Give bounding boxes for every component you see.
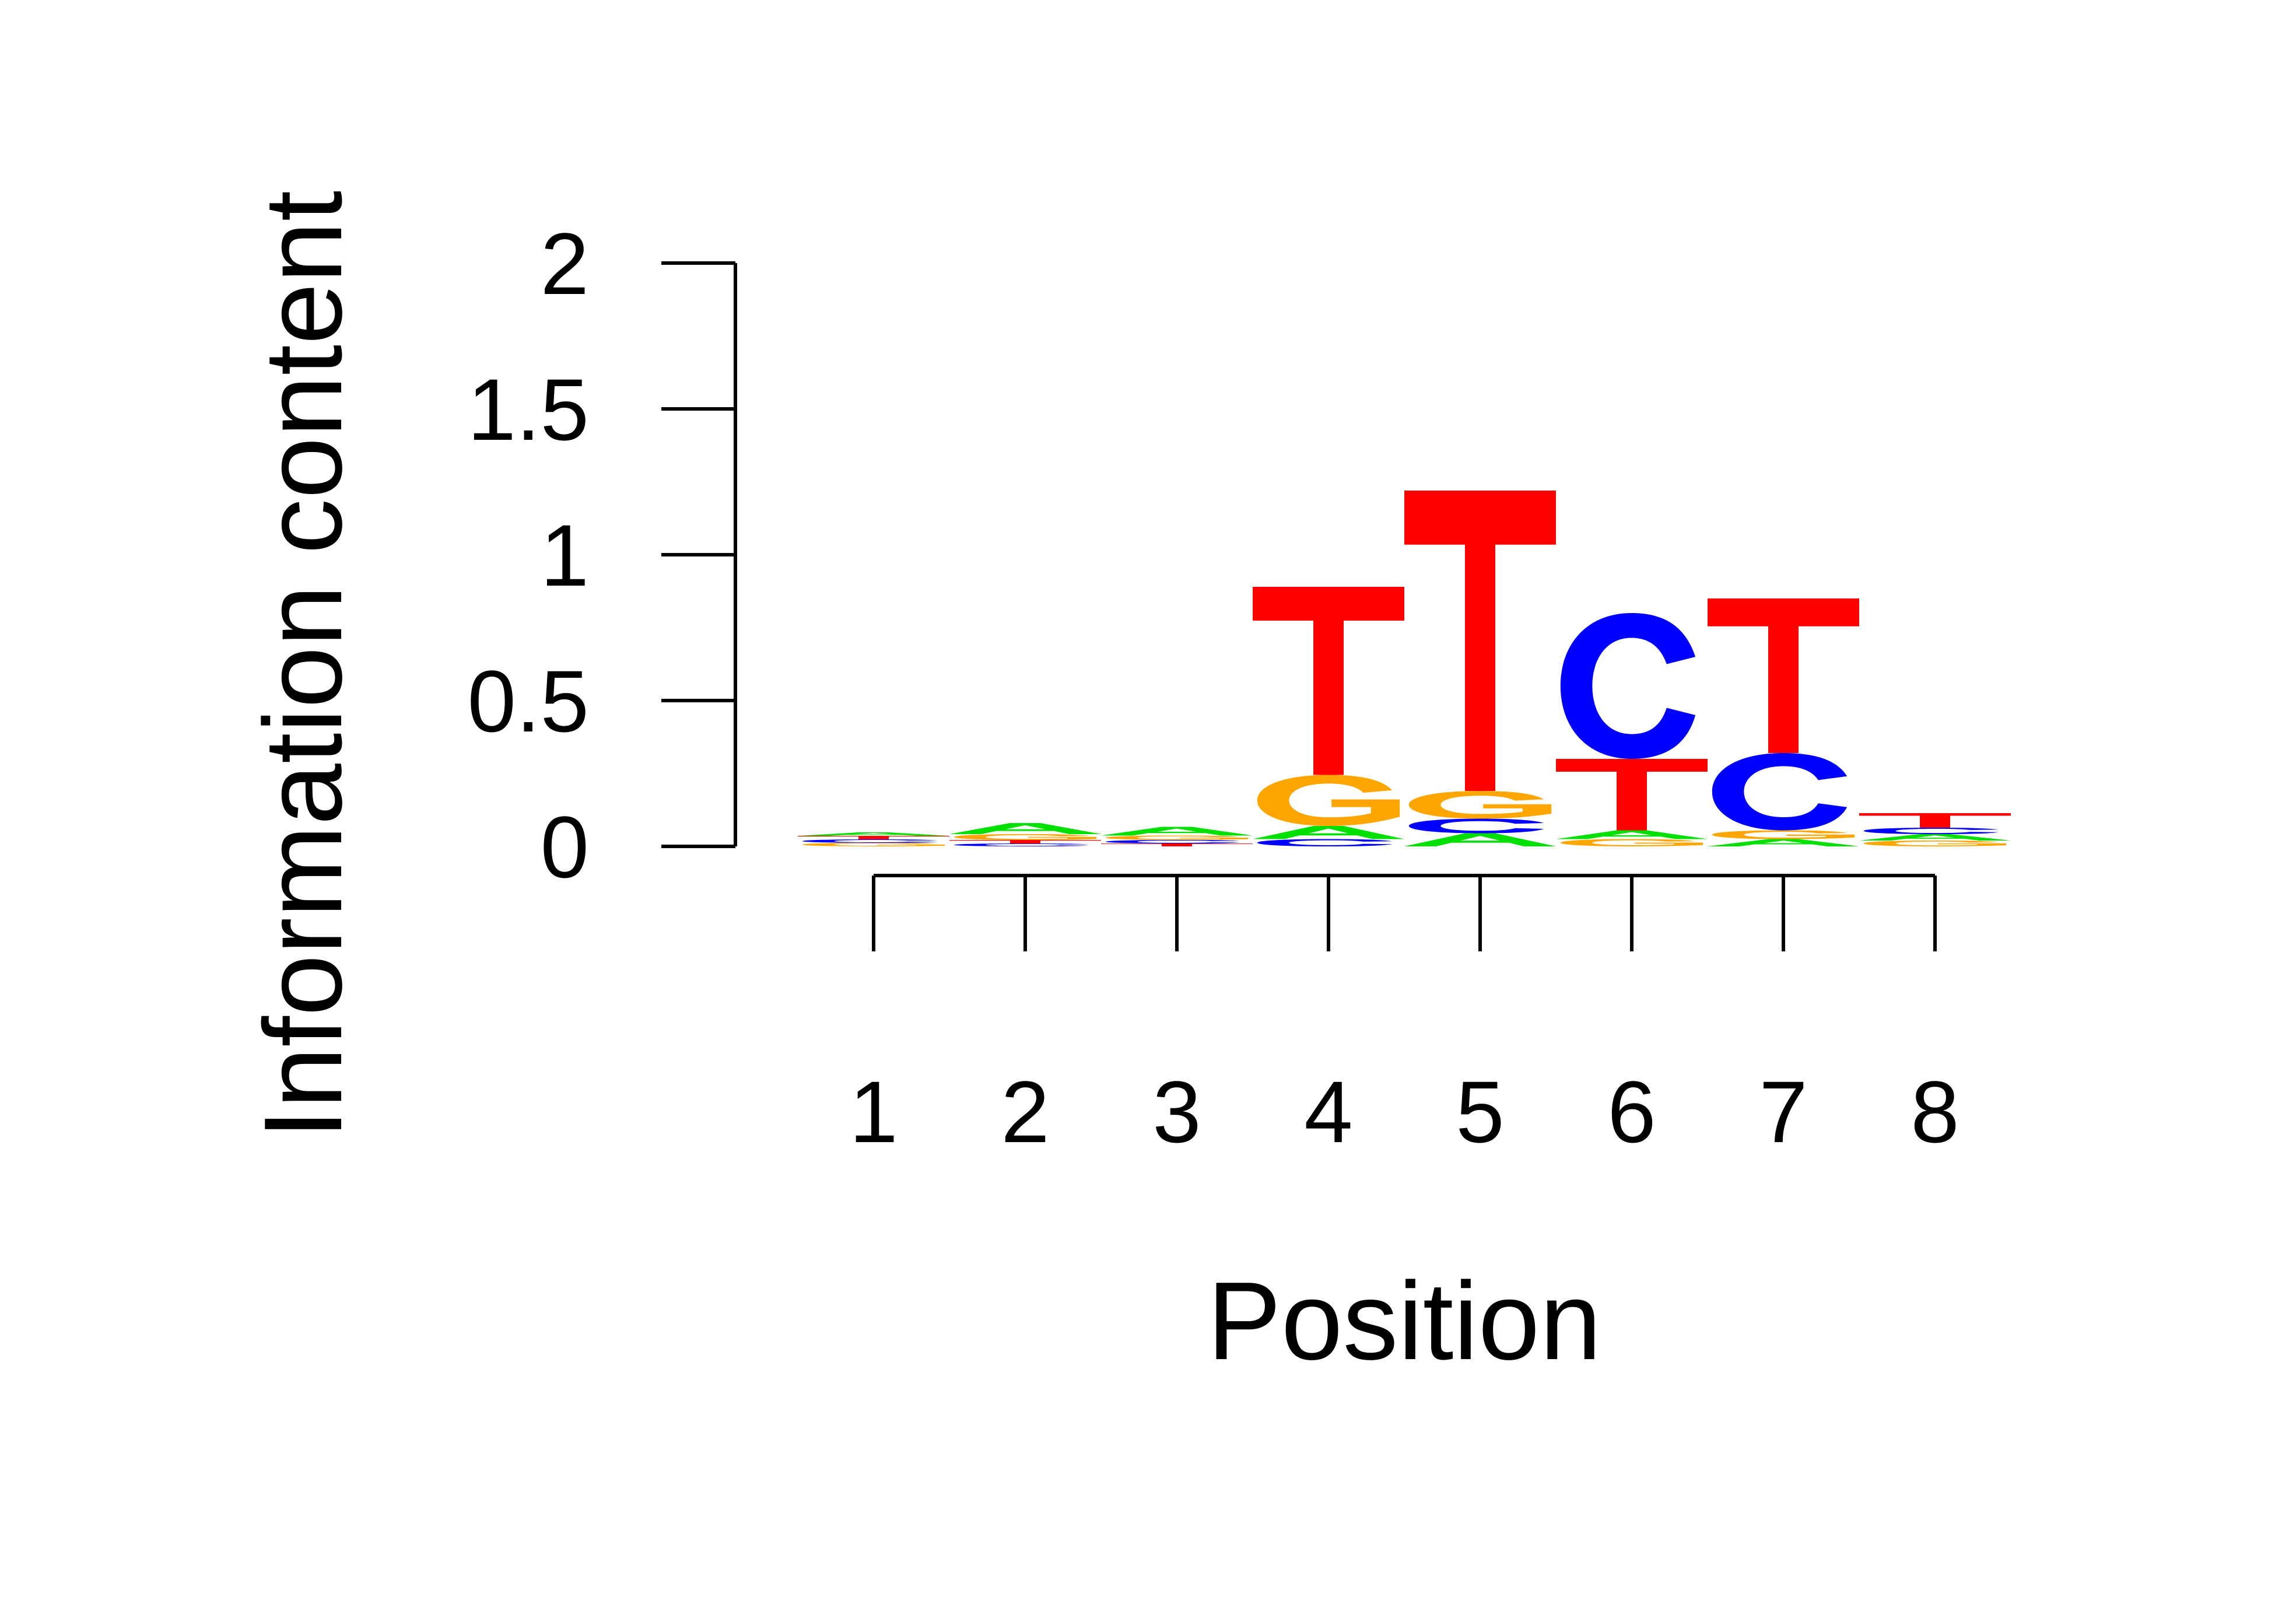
logo-letter-a bbox=[1101, 827, 1253, 836]
logo-letter-c bbox=[1864, 828, 1999, 834]
x-tick-label: 5 bbox=[1456, 1063, 1504, 1161]
y-tick-label: 0.5 bbox=[467, 652, 589, 750]
y-tick-label: 1.5 bbox=[467, 360, 589, 458]
y-axis: 0 0.5 1 1.5 2 bbox=[467, 215, 735, 896]
logo-letter-t bbox=[1253, 587, 1404, 775]
logo-letter-g bbox=[1561, 839, 1703, 847]
logo-letters bbox=[798, 491, 2011, 846]
logo-letter-a bbox=[1708, 839, 1859, 847]
logo-letter-t bbox=[798, 836, 949, 839]
logo-letter-t bbox=[1101, 843, 1253, 846]
logo-letter-g bbox=[1257, 775, 1400, 827]
logo-letter-g bbox=[1106, 836, 1248, 841]
logo-letter-t bbox=[949, 840, 1101, 843]
logo-letter-a bbox=[1404, 834, 1556, 847]
logo-letter-a bbox=[949, 823, 1101, 834]
logo-letter-g bbox=[802, 843, 945, 846]
x-tick-label: 3 bbox=[1152, 1063, 1201, 1161]
logo-letter-c bbox=[1561, 613, 1695, 759]
x-axis-ticks: 1 2 3 4 5 6 7 8 bbox=[849, 876, 1959, 1161]
x-axis: 1 2 3 4 5 6 7 8 bbox=[849, 876, 1959, 1161]
logo-letter-g bbox=[954, 834, 1096, 840]
logo-letter-t bbox=[1556, 759, 1708, 831]
logo-letter-t bbox=[1404, 491, 1556, 791]
x-tick-label: 1 bbox=[849, 1063, 898, 1161]
y-axis-ticks: 0 0.5 1 1.5 2 bbox=[467, 215, 735, 896]
logo-letter-a bbox=[1556, 831, 1708, 839]
x-axis-title: Position bbox=[1207, 1259, 1601, 1383]
y-tick-label: 1 bbox=[541, 506, 589, 604]
y-tick-label: 0 bbox=[541, 798, 589, 896]
y-axis-title: Information content bbox=[241, 191, 365, 1140]
logo-letter-a bbox=[798, 832, 949, 836]
logo-letter-c bbox=[1257, 839, 1392, 847]
x-tick-label: 6 bbox=[1607, 1063, 1656, 1161]
logo-letter-c bbox=[1106, 840, 1240, 843]
x-tick-label: 4 bbox=[1304, 1063, 1352, 1161]
logo-letter-g bbox=[1712, 831, 1855, 839]
logo-letter-t bbox=[1859, 813, 2011, 828]
logo-letter-c bbox=[1409, 819, 1544, 834]
x-tick-label: 2 bbox=[1001, 1063, 1049, 1161]
logo-letter-a bbox=[1859, 834, 2011, 841]
logo-letter-g bbox=[1864, 841, 2006, 846]
x-tick-label: 8 bbox=[1911, 1063, 1959, 1161]
logo-letter-c bbox=[1712, 753, 1847, 831]
y-tick-label: 2 bbox=[541, 215, 589, 313]
logo-letter-g bbox=[1409, 791, 1551, 819]
logo-letter-t bbox=[1708, 598, 1859, 753]
logo-letter-a bbox=[1253, 826, 1404, 839]
logo-letter-c bbox=[954, 843, 1089, 846]
logo-letter-c bbox=[802, 839, 937, 843]
x-tick-label: 7 bbox=[1759, 1063, 1807, 1161]
